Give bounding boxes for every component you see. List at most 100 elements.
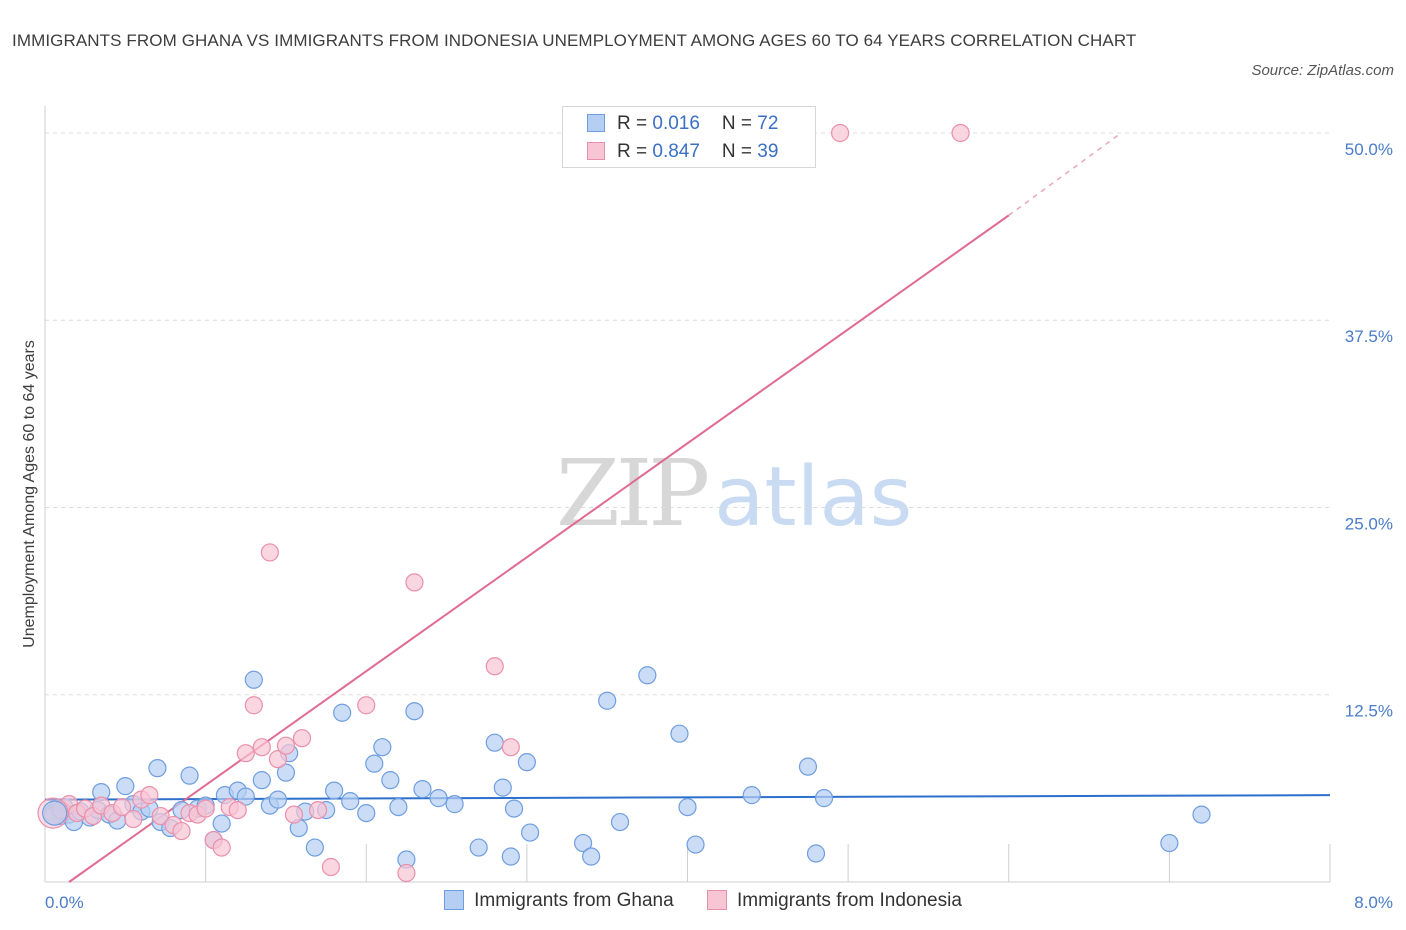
point-indonesia: [260, 543, 279, 562]
point-indonesia: [196, 799, 215, 818]
point-indonesia: [236, 744, 255, 763]
y-tick-label: 12.5%: [1345, 702, 1393, 721]
y-tick-label: 50.0%: [1345, 140, 1393, 159]
legend-label-indonesia: Immigrants from Indonesia: [736, 890, 962, 911]
legend-n-value: 72: [757, 113, 779, 134]
point-ghana: [670, 724, 689, 743]
point-ghana: [798, 757, 818, 776]
point-ghana: [252, 771, 271, 790]
point-ghana: [517, 753, 536, 772]
point-ghana: [429, 789, 448, 808]
point-ghana: [389, 797, 408, 817]
legend-r-label: R =: [617, 141, 653, 162]
point-indonesia: [112, 797, 132, 817]
point-ghana: [1160, 833, 1179, 853]
point-indonesia: [151, 806, 170, 826]
point-ghana: [469, 838, 488, 857]
trend-line-ghana: [44, 794, 1331, 801]
point-indonesia: [244, 696, 263, 715]
point-indonesia: [485, 657, 504, 676]
point-ghana: [116, 777, 135, 796]
legend-item-ghana[interactable]: Immigrants from Ghana: [444, 890, 674, 912]
point-ghana: [814, 789, 834, 808]
point-indonesia: [252, 738, 271, 757]
point-cluster-ghana: [42, 800, 68, 826]
point-ghana: [405, 702, 424, 721]
trend-line-indonesia-extension: [1008, 132, 1122, 216]
point-ghana: [598, 691, 617, 710]
legend-r-label: R =: [617, 113, 653, 134]
point-indonesia: [228, 800, 247, 820]
legend-row-indonesia: R = 0.847 N = 39: [587, 141, 778, 165]
point-ghana: [276, 763, 296, 782]
point-ghana: [365, 754, 384, 773]
point-indonesia: [357, 696, 376, 715]
axes: [44, 106, 1331, 883]
x-tick-label: 0.0%: [45, 893, 84, 912]
point-ghana: [686, 835, 705, 854]
point-indonesia: [951, 123, 970, 143]
point-indonesia: [172, 821, 191, 841]
series-legend: Immigrants from Ghana Immigrants from In…: [0, 890, 1406, 912]
point-indonesia: [124, 809, 143, 829]
point-ghana: [236, 787, 255, 806]
point-indonesia: [268, 750, 288, 769]
point-ghana: [742, 786, 761, 805]
chart-title: IMMIGRANTS FROM GHANA VS IMMIGRANTS FROM…: [12, 31, 1137, 50]
watermark-atlas: atlas: [714, 450, 913, 545]
legend-r-value: 0.847: [652, 141, 700, 162]
point-indonesia: [321, 857, 341, 877]
source-label: Source: ZipAtlas.com: [1251, 62, 1394, 79]
watermark-zip: ZIP: [556, 440, 710, 547]
point-ghana: [357, 803, 376, 823]
legend-swatch-indonesia: [706, 890, 727, 910]
x-tick-label: 8.0%: [1354, 893, 1393, 912]
legend-n-value: 39: [757, 141, 779, 162]
point-ghana: [445, 795, 464, 814]
trend-line-indonesia: [68, 214, 1010, 883]
point-indonesia: [397, 863, 416, 883]
point-ghana: [504, 799, 524, 818]
point-indonesia: [212, 838, 231, 857]
grid-lines: [45, 132, 1330, 696]
legend-item-indonesia[interactable]: Immigrants from Indonesia: [706, 890, 962, 912]
point-ghana: [1192, 805, 1211, 824]
legend-swatch-ghana: [444, 890, 465, 910]
point-indonesia: [284, 805, 304, 824]
legend-label-ghana: Immigrants from Ghana: [474, 890, 674, 911]
point-ghana: [325, 781, 344, 800]
legend-swatch-indonesia: [587, 142, 605, 160]
point-indonesia: [830, 123, 850, 143]
point-ghana: [244, 670, 263, 689]
y-axis-title: Unemployment Among Ages 60 to 64 years: [21, 340, 38, 648]
point-ghana: [520, 823, 540, 842]
point-indonesia: [292, 729, 312, 748]
point-indonesia: [501, 738, 520, 757]
point-ghana: [305, 838, 324, 857]
point-ghana: [341, 792, 360, 811]
axis-labels: 12.5% 25.0% 37.5% 50.0% 0.0% 8.0% Unemployment…: [21, 140, 1393, 912]
point-ghana: [333, 703, 352, 722]
y-tick-label: 25.0%: [1345, 514, 1393, 533]
point-indonesia: [405, 573, 424, 592]
point-ghana: [373, 738, 392, 757]
point-ghana: [268, 790, 288, 809]
point-ghana: [180, 766, 199, 785]
legend-row-ghana: R = 0.016 N = 72: [587, 113, 778, 137]
legend-n-label: N =: [721, 141, 758, 162]
legend-n-label: N =: [721, 113, 758, 134]
watermark: ZIPatlas: [556, 440, 912, 547]
correlation-legend: R = 0.016 N = 72 R = 0.847 N = 39: [562, 106, 816, 168]
point-ghana: [212, 814, 231, 833]
point-ghana: [582, 847, 601, 866]
point-ghana: [485, 733, 504, 752]
point-indonesia: [308, 800, 328, 820]
point-ghana: [493, 778, 512, 797]
point-ghana: [638, 666, 657, 685]
point-ghana: [806, 844, 826, 863]
point-ghana: [413, 780, 432, 799]
point-ghana: [610, 812, 630, 832]
point-ghana: [573, 833, 593, 853]
point-ghana: [678, 797, 697, 817]
